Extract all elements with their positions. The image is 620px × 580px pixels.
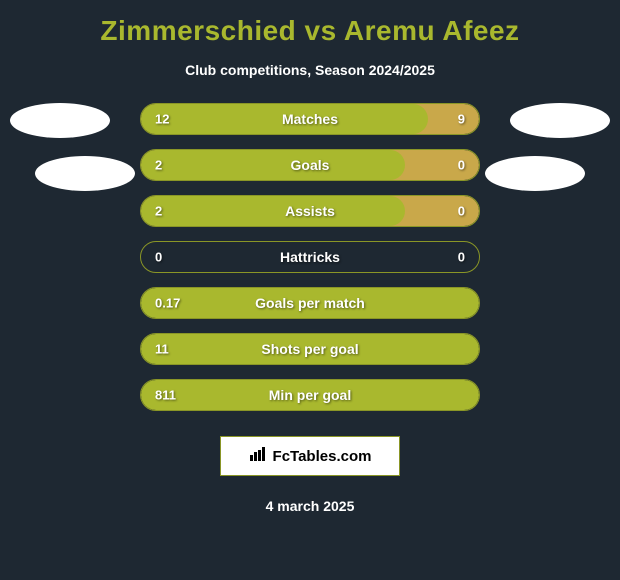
subtitle: Club competitions, Season 2024/2025: [185, 62, 435, 78]
stat-row: 11 Shots per goal: [140, 333, 480, 365]
stat-value-left: 0.17: [155, 296, 180, 311]
player-right-avatar: [510, 103, 610, 209]
logo-text: FcTables.com: [273, 448, 372, 465]
player-left-avatar: [10, 103, 135, 209]
stat-value-left: 0: [155, 250, 162, 265]
stat-row: 12 Matches 9: [140, 103, 480, 135]
stat-value-right: 0: [458, 250, 465, 265]
stat-value-right: 9: [458, 112, 465, 127]
stat-label: Matches: [282, 111, 338, 127]
avatar-ellipse: [10, 103, 110, 138]
stat-value-right: 0: [458, 204, 465, 219]
stat-row: 2 Assists 0: [140, 195, 480, 227]
stat-label: Hattricks: [280, 249, 340, 265]
stat-fill-left: [141, 150, 405, 180]
stats-list: 12 Matches 9 2 Goals 0 2 Assists 0 0 Hattricks 0 0.1…: [140, 103, 480, 411]
stat-row: 811 Min per goal: [140, 379, 480, 411]
avatar-ellipse: [485, 156, 585, 191]
stat-label: Goals: [291, 157, 330, 173]
comparison-title: Zimmerschied vs Aremu Afeez: [100, 15, 519, 47]
stat-label: Min per goal: [269, 387, 351, 403]
stat-fill-left: [141, 196, 405, 226]
content-area: 12 Matches 9 2 Goals 0 2 Assists 0 0 Hattricks 0 0.1…: [0, 103, 620, 411]
date-label: 4 march 2025: [266, 498, 355, 514]
stat-value-left: 12: [155, 112, 169, 127]
stat-row: 0.17 Goals per match: [140, 287, 480, 319]
main-container: Zimmerschied vs Aremu Afeez Club competi…: [0, 0, 620, 580]
stat-label: Assists: [285, 203, 335, 219]
stat-label: Shots per goal: [261, 341, 358, 357]
stat-value-left: 2: [155, 204, 162, 219]
stat-value-left: 11: [155, 342, 169, 357]
chart-icon: [249, 447, 267, 465]
stat-value-left: 2: [155, 158, 162, 173]
avatar-ellipse: [510, 103, 610, 138]
stat-value-right: 0: [458, 158, 465, 173]
stat-row: 2 Goals 0: [140, 149, 480, 181]
avatar-ellipse: [35, 156, 135, 191]
stat-label: Goals per match: [255, 295, 365, 311]
stat-row: 0 Hattricks 0: [140, 241, 480, 273]
site-logo[interactable]: FcTables.com: [220, 436, 400, 476]
stat-value-left: 811: [155, 388, 176, 403]
